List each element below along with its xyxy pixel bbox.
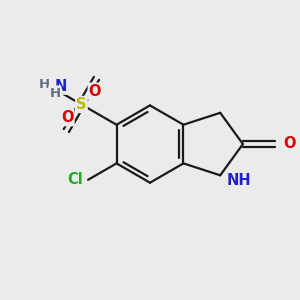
Text: N: N [54, 79, 67, 94]
Text: Cl: Cl [67, 172, 83, 187]
Text: O: O [283, 136, 296, 151]
Text: H: H [49, 86, 60, 100]
Text: S: S [76, 97, 87, 112]
Text: O: O [89, 84, 101, 99]
Text: H: H [38, 78, 50, 91]
Text: O: O [61, 110, 74, 125]
Text: NH: NH [227, 173, 251, 188]
